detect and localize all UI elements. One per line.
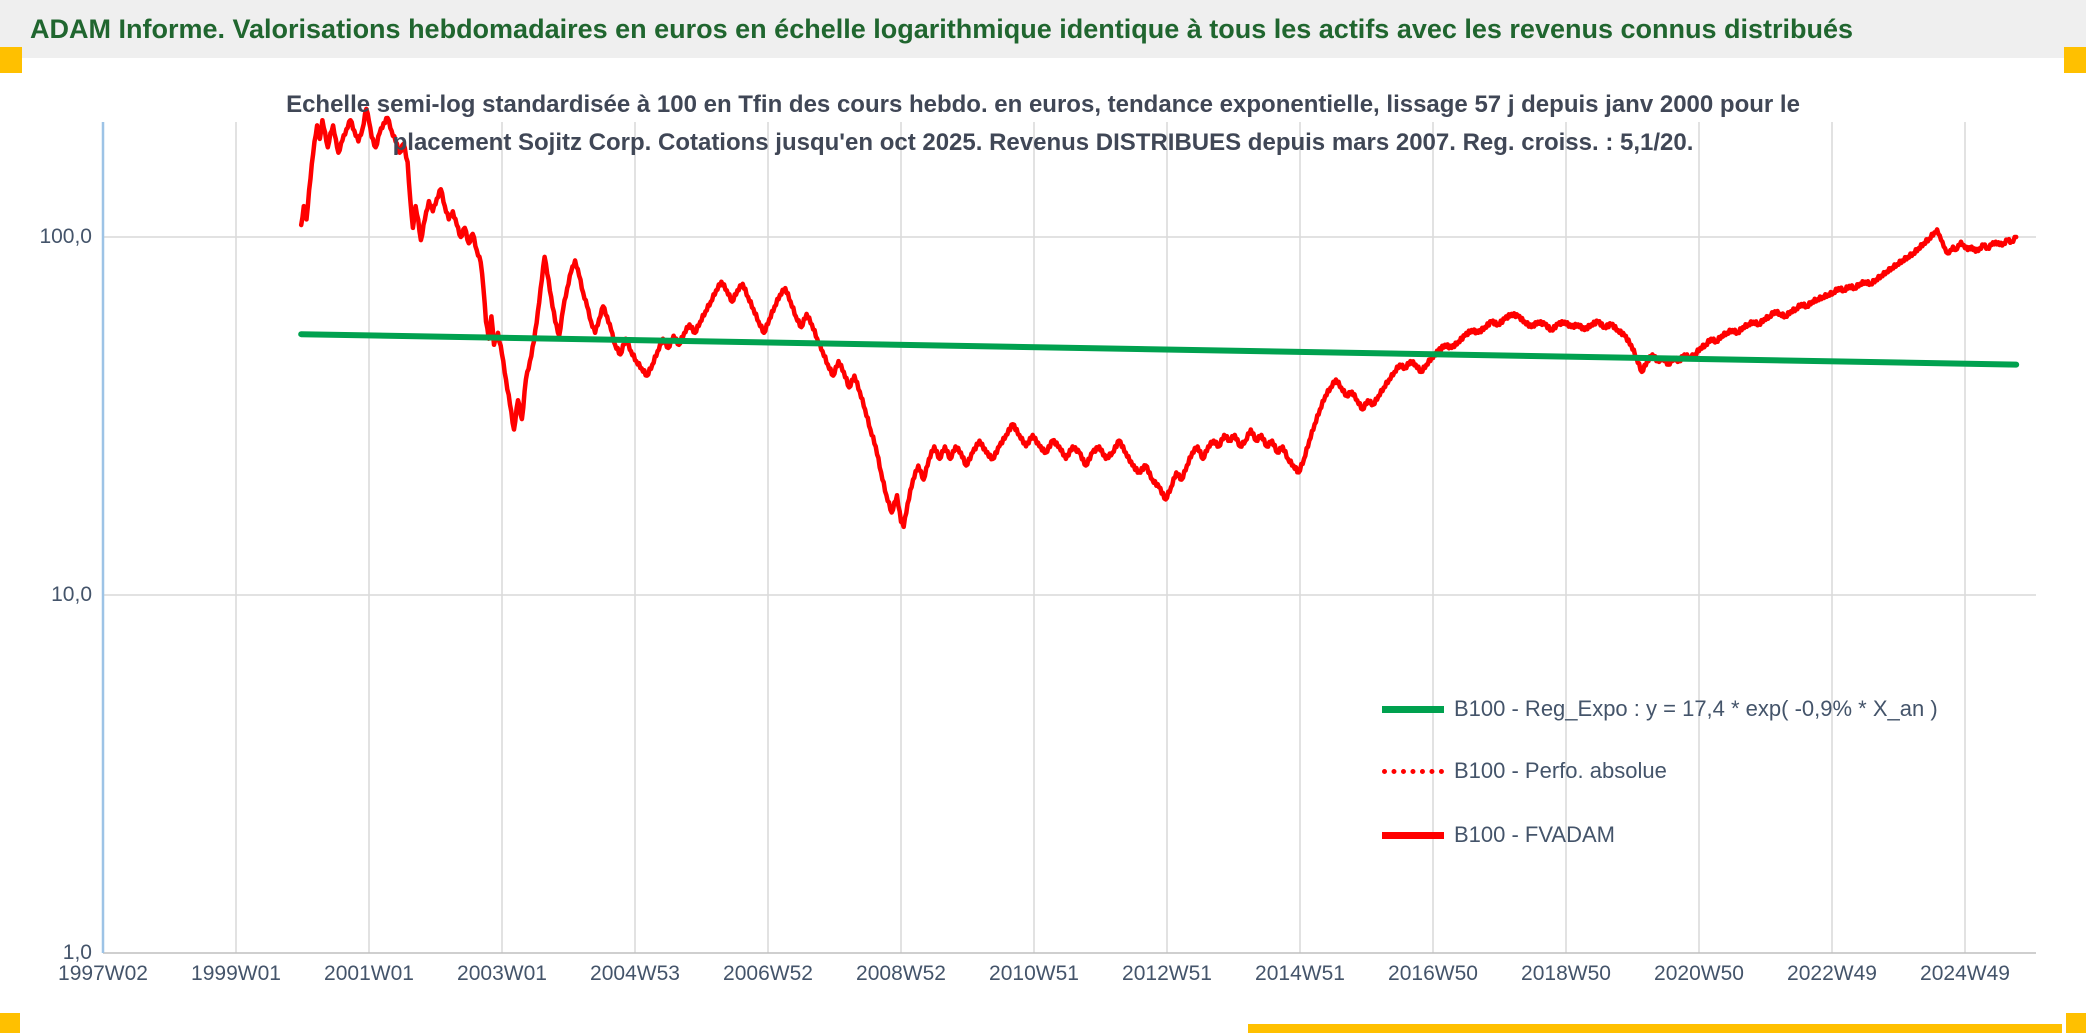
y-axis-tick-label: 1,0 bbox=[62, 941, 92, 964]
gold-accent-top-left bbox=[0, 47, 22, 73]
solid-line-swatch-icon bbox=[1382, 705, 1444, 713]
x-axis-tick-label: 2014W51 bbox=[1255, 962, 1345, 985]
y-axis-tick-label: 10,0 bbox=[51, 583, 92, 606]
x-axis-tick-label: 1997W02 bbox=[58, 962, 148, 985]
x-axis-tick-label: 1999W01 bbox=[191, 962, 281, 985]
x-axis-tick-label: 2003W01 bbox=[457, 962, 547, 985]
x-axis-tick-label: 2022W49 bbox=[1787, 962, 1877, 985]
gold-accent-bottom-strip bbox=[1248, 1024, 2062, 1033]
x-axis-tick-label: 2004W53 bbox=[590, 962, 680, 985]
x-axis-tick-label: 2020W50 bbox=[1654, 962, 1744, 985]
legend-item-fvadam: B100 - FVADAM bbox=[1382, 820, 1615, 850]
dotted-line-swatch-icon bbox=[1382, 768, 1444, 774]
x-axis-tick-label: 2024W49 bbox=[1920, 962, 2010, 985]
legend-item-perfo-absolue: B100 - Perfo. absolue bbox=[1382, 756, 1667, 786]
x-axis-tick-label: 2016W50 bbox=[1388, 962, 1478, 985]
regression-trend-line bbox=[298, 331, 2020, 368]
x-axis-tick-label: 2018W50 bbox=[1521, 962, 1611, 985]
x-axis-tick-label: 2012W51 bbox=[1122, 962, 1212, 985]
chart-title-line1: Echelle semi-log standardisée à 100 en T… bbox=[286, 91, 1800, 118]
report-header-bar: ADAM Informe. Valorisations hebdomadaire… bbox=[0, 0, 2086, 58]
y-axis-tick-label: 100,0 bbox=[39, 225, 92, 248]
legend-label: B100 - Reg_Expo : y = 17,4 * exp( -0,9% … bbox=[1454, 696, 1938, 721]
fvadam-line bbox=[298, 106, 2019, 530]
gold-accent-top-right bbox=[2064, 47, 2086, 73]
x-axis-tick-label: 2006W52 bbox=[723, 962, 813, 985]
x-axis-tick-label: 2008W52 bbox=[856, 962, 946, 985]
x-axis-tick-label: 2010W51 bbox=[989, 962, 1079, 985]
gold-accent-bottom-right bbox=[2066, 1013, 2086, 1033]
legend-label: B100 - Perfo. absolue bbox=[1454, 758, 1667, 783]
report-header-title: ADAM Informe. Valorisations hebdomadaire… bbox=[30, 13, 1854, 44]
gold-accent-bottom-left bbox=[0, 1013, 20, 1033]
legend-item-reg-expo: B100 - Reg_Expo : y = 17,4 * exp( -0,9% … bbox=[1382, 694, 1938, 724]
solid-line-swatch-icon bbox=[1382, 831, 1444, 839]
chart-title: Echelle semi-log standardisée à 100 en T… bbox=[0, 86, 2086, 162]
chart-title-line2: placement Sojitz Corp. Cotations jusqu'e… bbox=[392, 129, 1694, 156]
legend-label: B100 - FVADAM bbox=[1454, 822, 1615, 847]
x-axis-tick-label: 2001W01 bbox=[324, 962, 414, 985]
